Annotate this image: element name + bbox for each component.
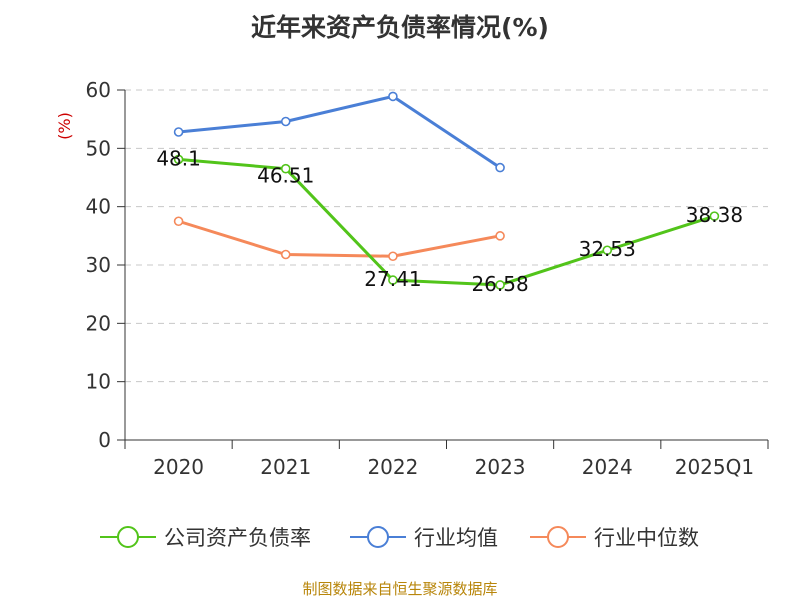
y-tick-label: 30 bbox=[86, 253, 111, 277]
data-label: 32.53 bbox=[579, 237, 636, 261]
data-point bbox=[388, 275, 398, 285]
x-tick-label: 2025Q1 bbox=[675, 455, 754, 479]
data-label: 48.1 bbox=[156, 146, 201, 170]
axes: 0 10 20 30 40 50 60 2020 2021 2022 2023 2024 2025Q1 (… bbox=[55, 78, 769, 479]
chart-title: 近年来资产负债率情况(%) bbox=[251, 13, 549, 42]
data-label: 38.38 bbox=[686, 203, 743, 227]
data-point bbox=[280, 116, 291, 127]
x-tick-label: 2021 bbox=[260, 455, 311, 479]
data-point bbox=[495, 162, 505, 173]
y-tick-label: 40 bbox=[86, 195, 111, 219]
y-tick-label: 50 bbox=[86, 136, 111, 160]
legend-label: 行业均值 bbox=[414, 526, 498, 550]
series-lines bbox=[173, 91, 720, 290]
data-label: 26.58 bbox=[471, 272, 528, 296]
source-footer: 制图数据来自恒生聚源数据库 bbox=[302, 580, 498, 598]
y-tick-label: 0 bbox=[98, 428, 111, 452]
data-point bbox=[173, 154, 184, 165]
data-point bbox=[602, 245, 613, 256]
x-tick-label: 2023 bbox=[475, 455, 526, 479]
x-tick-label: 2020 bbox=[153, 455, 204, 479]
legend: 公司资产负债率 行业均值 行业中位数 bbox=[100, 526, 699, 550]
data-point bbox=[173, 216, 184, 227]
y-tick-label: 20 bbox=[86, 311, 111, 335]
data-point bbox=[280, 163, 291, 174]
data-point bbox=[495, 231, 505, 241]
data-point bbox=[495, 280, 505, 290]
legend-label: 行业中位数 bbox=[594, 526, 699, 550]
data-label: 46.51 bbox=[257, 164, 314, 188]
grid-lines bbox=[125, 89, 768, 383]
data-point bbox=[173, 127, 184, 137]
y-tick-label: 10 bbox=[86, 370, 111, 394]
data-point bbox=[709, 211, 720, 221]
x-tick-label: 2024 bbox=[582, 455, 633, 479]
x-tick-label: 2022 bbox=[367, 455, 418, 479]
legend-label: 公司资产负债率 bbox=[164, 526, 311, 550]
series-line bbox=[178, 94, 501, 169]
legend-marker bbox=[547, 526, 569, 548]
data-point bbox=[280, 249, 291, 260]
y-axis-label: (%) bbox=[55, 112, 74, 140]
legend-marker bbox=[117, 526, 139, 548]
data-label: 27.41 bbox=[364, 267, 421, 291]
legend-marker bbox=[367, 526, 389, 548]
data-point bbox=[388, 251, 398, 262]
series-line bbox=[178, 219, 501, 258]
data-point bbox=[388, 91, 398, 102]
y-tick-label: 60 bbox=[86, 78, 111, 102]
data-labels: 48.1 46.51 27.41 26.58 32.53 38.38 bbox=[156, 146, 743, 296]
series-line bbox=[178, 157, 715, 287]
